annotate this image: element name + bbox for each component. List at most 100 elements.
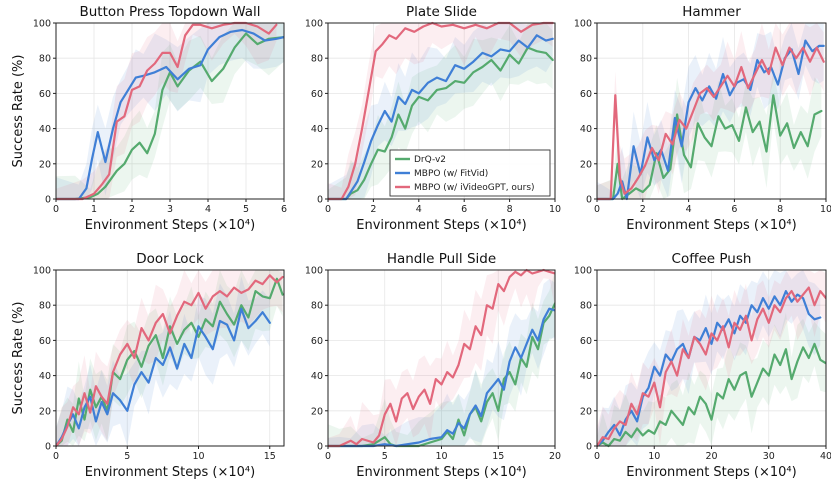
panel-1: 0 20 40 60 80 100 0 1 2 3 4 5 6 Button Press Topdown … <box>11 4 287 233</box>
plot-frame <box>55 269 285 447</box>
x-tick-label: 0 <box>594 451 600 462</box>
y-tick-label: 100 <box>305 19 323 30</box>
x-axis-label: Environment Steps (×10⁴) <box>626 465 796 480</box>
y-tick-label: 40 <box>39 124 51 135</box>
y-tick-label: 0 <box>45 195 51 206</box>
legend-label-ivideogpt: MBPO (w/ iVideoGPT, ours) <box>414 183 535 193</box>
series-band-ivideogpt <box>328 23 553 199</box>
y-tick-label: 80 <box>39 54 51 65</box>
x-tick-label: 8 <box>507 204 513 215</box>
y-tick-label: 60 <box>39 89 51 100</box>
x-tick-label: 20 <box>549 451 561 462</box>
x-tick-label: 5 <box>382 451 388 462</box>
series-band-drq <box>328 270 555 446</box>
series-line-fitvid <box>56 307 271 448</box>
y-tick-label: 100 <box>305 266 323 277</box>
y-tick-label: 100 <box>574 266 592 277</box>
x-tick-label: 1 <box>91 204 97 215</box>
x-axis-label: Environment Steps (×10⁴) <box>85 465 255 480</box>
x-tick-label: 0 <box>53 451 59 462</box>
series-line-fitvid <box>597 39 825 201</box>
series-line-ivideogpt <box>56 274 284 448</box>
x-tick-label: 8 <box>777 204 783 215</box>
y-tick-label: 60 <box>39 336 51 347</box>
x-tick-label: 5 <box>243 204 249 215</box>
y-tick-label: 40 <box>580 371 592 382</box>
y-tick-label: 40 <box>311 124 323 135</box>
series-band-ivideogpt <box>328 270 555 446</box>
x-tick-label: 6 <box>281 204 287 215</box>
y-tick-label: 100 <box>33 266 51 277</box>
plot-frame <box>596 22 827 200</box>
series-line-ivideogpt <box>597 46 825 201</box>
panel-title: Door Lock <box>136 251 204 267</box>
x-tick-label: 10 <box>435 451 447 462</box>
x-tick-label: 0 <box>53 204 59 215</box>
y-tick-label: 0 <box>317 442 323 453</box>
y-tick-label: 80 <box>580 301 592 312</box>
y-tick-label: 60 <box>580 89 592 100</box>
x-tick-label: 6 <box>461 204 467 215</box>
x-tick-label: 2 <box>370 204 376 215</box>
y-tick-label: 60 <box>311 336 323 347</box>
series-line-ivideogpt <box>597 286 826 448</box>
series-band-fitvid <box>328 279 555 446</box>
series-line-ivideogpt <box>328 268 555 448</box>
x-tick-label: 15 <box>492 451 504 462</box>
x-tick-label: 6 <box>731 204 737 215</box>
y-tick-label: 40 <box>39 371 51 382</box>
x-tick-label: 0 <box>594 204 600 215</box>
legend-label-drq: DrQ-v2 <box>414 155 446 165</box>
y-tick-label: 40 <box>311 371 323 382</box>
y-tick-label: 20 <box>39 159 51 170</box>
series-band-ivideogpt <box>597 270 826 446</box>
legend: DrQ-v2 MBPO (w/ FitVid) MBPO (w/ iVideoGPT… <box>389 149 551 197</box>
legend-box <box>389 149 551 197</box>
panel-3: 0 20 40 60 80 100 0 2 4 6 8 10 Hammer Environment Ste… <box>574 4 831 233</box>
y-tick-label: 80 <box>311 54 323 65</box>
panel-5: 0 20 40 60 80 100 0 5 10 15 20 Handle Pull Side Envi… <box>305 251 561 480</box>
y-tick-label: 20 <box>580 406 592 417</box>
x-tick-label: 4 <box>416 204 422 215</box>
x-tick-label: 2 <box>129 204 135 215</box>
y-tick-label: 40 <box>580 124 592 135</box>
series-line-drq <box>597 94 823 201</box>
x-tick-label: 10 <box>648 451 660 462</box>
x-tick-label: 10 <box>549 204 561 215</box>
x-tick-label: 15 <box>264 451 276 462</box>
y-tick-label: 20 <box>311 159 323 170</box>
y-tick-label: 20 <box>311 406 323 417</box>
panel-4: 0 20 40 60 80 100 0 5 10 15 Door Lock Environment S… <box>11 251 285 480</box>
y-tick-label: 100 <box>33 19 51 30</box>
series-line-fitvid <box>328 307 555 448</box>
y-tick-label: 0 <box>45 442 51 453</box>
x-tick-label: 5 <box>124 451 130 462</box>
y-tick-label: 100 <box>574 19 592 30</box>
series-line-drq <box>56 32 284 201</box>
x-tick-label: 4 <box>686 204 692 215</box>
panel-title: Hammer <box>682 4 741 20</box>
panel-title: Handle Pull Side <box>387 251 496 267</box>
series-line-drq <box>328 46 554 201</box>
x-tick-label: 0 <box>325 451 331 462</box>
x-tick-label: 0 <box>325 204 331 215</box>
series-line-drq <box>597 342 826 448</box>
y-tick-label: 60 <box>311 89 323 100</box>
x-axis-label: Environment Steps (×10⁴) <box>356 465 526 480</box>
y-tick-label: 20 <box>39 406 51 417</box>
x-axis-label: Environment Steps (×10⁴) <box>626 218 796 233</box>
panel-title: Plate Slide <box>406 4 477 20</box>
x-tick-label: 40 <box>820 451 831 462</box>
series-line-fitvid <box>597 290 822 448</box>
series-line-drq <box>328 302 555 448</box>
series-band-drq <box>597 312 826 446</box>
series-line-fitvid <box>328 34 554 201</box>
y-tick-label: 0 <box>317 195 323 206</box>
x-tick-label: 3 <box>167 204 173 215</box>
y-tick-label: 20 <box>580 159 592 170</box>
y-tick-label: 0 <box>586 442 592 453</box>
plot-frame <box>327 22 556 200</box>
y-tick-label: 60 <box>580 336 592 347</box>
x-tick-label: 20 <box>705 451 717 462</box>
